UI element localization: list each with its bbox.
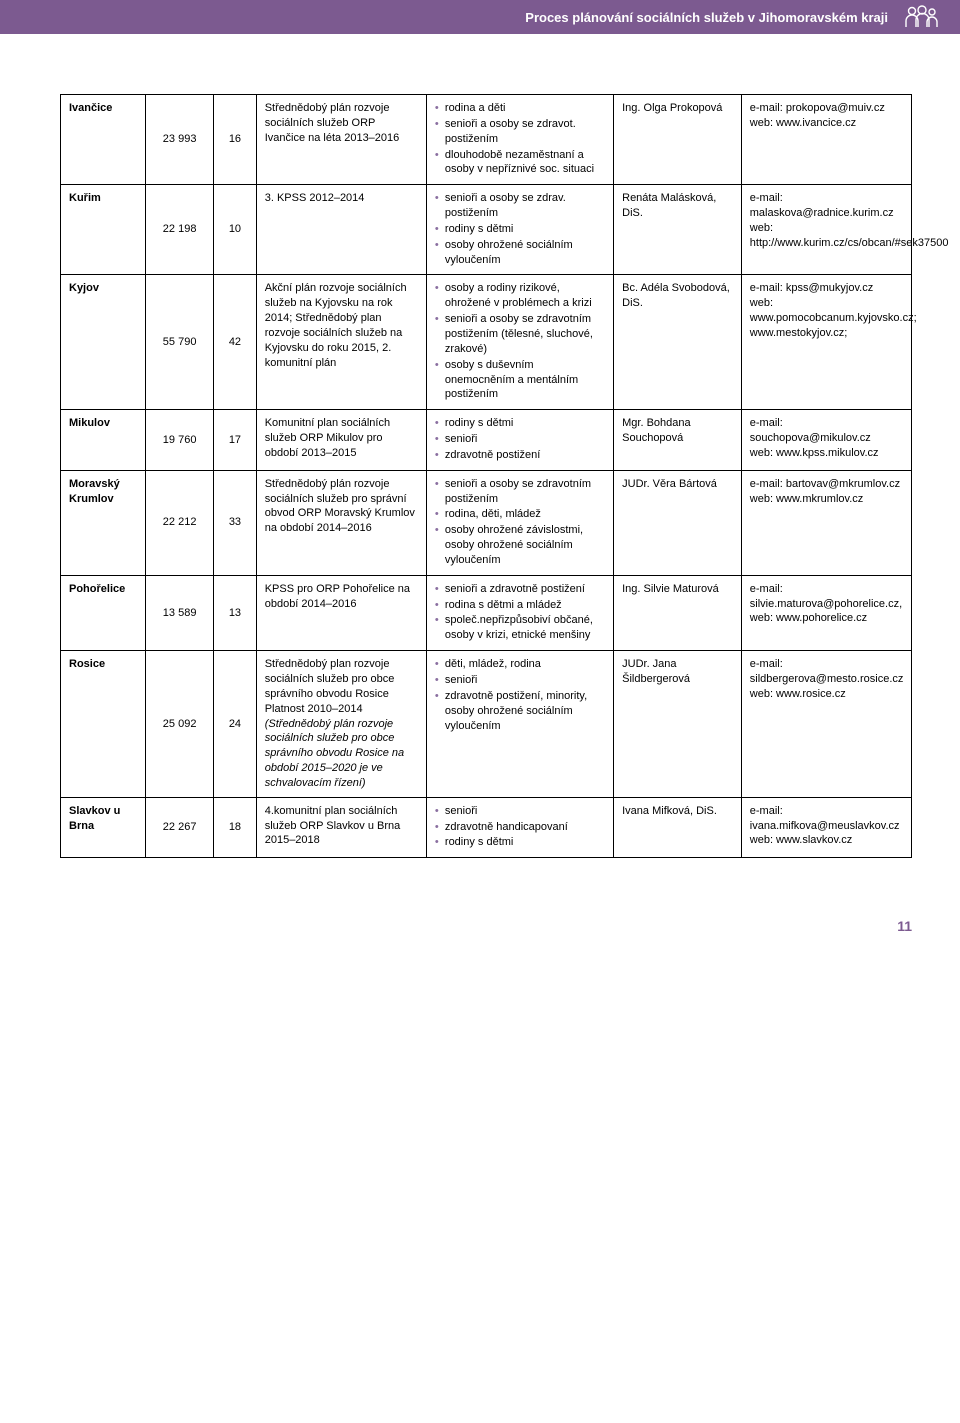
target-item: senioři	[435, 673, 605, 688]
table-row: Kyjov55 79042Akční plán rozvoje sociální…	[61, 275, 912, 410]
target-item: zdravotně postižení	[435, 448, 605, 463]
city-cell: Kyjov	[61, 275, 146, 410]
person-cell: JUDr. Jana Šildbergerová	[614, 651, 742, 798]
population-cell: 55 790	[146, 275, 214, 410]
services-table: Ivančice23 99316Střednědobý plán rozvoje…	[60, 94, 912, 858]
count-cell: 33	[214, 470, 257, 575]
person-cell: Bc. Adéla Svobodová, DiS.	[614, 275, 742, 410]
population-cell: 22 267	[146, 797, 214, 858]
person-cell: Ing. Olga Prokopová	[614, 95, 742, 185]
target-item: osoby ohrožené sociálním vyloučením	[435, 238, 605, 268]
city-cell: Mikulov	[61, 410, 146, 471]
target-item: dlouhodobě nezaměstnaní a osoby v nepříz…	[435, 148, 605, 178]
plan-cell: KPSS pro ORP Pohořelice na období 2014–2…	[256, 575, 426, 650]
contact-cell: e-mail: souchopova@mikulov.czweb: www.kp…	[741, 410, 911, 471]
header-title: Proces plánování sociálních služeb v Jih…	[525, 10, 888, 25]
target-item: rodiny s dětmi	[435, 835, 605, 850]
city-cell: Rosice	[61, 651, 146, 798]
target-item: senioři a osoby se zdravotním postižením…	[435, 312, 605, 357]
city-cell: Kuřim	[61, 185, 146, 275]
targets-cell: rodiny s dětmiseniořizdravotně postižení	[426, 410, 613, 471]
population-cell: 25 092	[146, 651, 214, 798]
table-row: Pohořelice13 58913KPSS pro ORP Pohořelic…	[61, 575, 912, 650]
target-item: senioři a osoby se zdravot. postižením	[435, 117, 605, 147]
target-item: rodiny s dětmi	[435, 222, 605, 237]
plan-cell: 3. KPSS 2012–2014	[256, 185, 426, 275]
contact-cell: e-mail: bartovav@mkrumlov.czweb: www.mkr…	[741, 470, 911, 575]
city-cell: Slavkov u Brna	[61, 797, 146, 858]
count-cell: 18	[214, 797, 257, 858]
target-item: rodina a děti	[435, 101, 605, 116]
plan-cell: Střednědobý plán rozvoje sociálních služ…	[256, 470, 426, 575]
page-number: 11	[60, 918, 912, 934]
target-item: senioři a zdravotně postižení	[435, 582, 605, 597]
plan-cell: Střednědobý plan rozvoje sociálních služ…	[256, 651, 426, 798]
target-item: děti, mládež, rodina	[435, 657, 605, 672]
table-row: Kuřim22 198103. KPSS 2012–2014senioři a …	[61, 185, 912, 275]
city-cell: Pohořelice	[61, 575, 146, 650]
city-cell: Ivančice	[61, 95, 146, 185]
population-cell: 22 198	[146, 185, 214, 275]
target-item: společ.nepřizpůsobiví občané, osoby v kr…	[435, 613, 605, 643]
target-item: senioři	[435, 804, 605, 819]
person-cell: Ing. Silvie Maturová	[614, 575, 742, 650]
page-body: Ivančice23 99316Střednědobý plán rozvoje…	[0, 34, 960, 974]
city-cell: Moravský Krumlov	[61, 470, 146, 575]
targets-cell: osoby a rodiny rizikové, ohrožené v prob…	[426, 275, 613, 410]
plan-cell: 4.komunitní plan sociálních služeb ORP S…	[256, 797, 426, 858]
table-row: Rosice25 09224Střednědobý plan rozvoje s…	[61, 651, 912, 798]
plan-cell: Střednědobý plán rozvoje sociálních služ…	[256, 95, 426, 185]
contact-cell: e-mail: sildbergerova@mesto.rosice.czweb…	[741, 651, 911, 798]
people-icon	[900, 3, 940, 32]
population-cell: 22 212	[146, 470, 214, 575]
count-cell: 24	[214, 651, 257, 798]
target-item: rodina, děti, mládež	[435, 507, 605, 522]
table-row: Moravský Krumlov22 21233Střednědobý plán…	[61, 470, 912, 575]
contact-cell: e-mail: ivana.mifkova@meuslavkov.czweb: …	[741, 797, 911, 858]
population-cell: 23 993	[146, 95, 214, 185]
plan-cell: Akční plán rozvoje sociálních služeb na …	[256, 275, 426, 410]
targets-cell: seniořizdravotně handicapovanírodiny s d…	[426, 797, 613, 858]
table-row: Mikulov19 76017Komunitní plan sociálních…	[61, 410, 912, 471]
contact-cell: e-mail: silvie.maturova@pohorelice.cz,we…	[741, 575, 911, 650]
targets-cell: děti, mládež, rodinaseniořizdravotně pos…	[426, 651, 613, 798]
targets-cell: senioři a osoby se zdrav. postiženímrodi…	[426, 185, 613, 275]
targets-cell: senioři a osoby se zdravotním postižením…	[426, 470, 613, 575]
table-row: Slavkov u Brna22 267184.komunitní plan s…	[61, 797, 912, 858]
table-row: Ivančice23 99316Střednědobý plán rozvoje…	[61, 95, 912, 185]
target-item: rodiny s dětmi	[435, 416, 605, 431]
person-cell: Ivana Mifková, DiS.	[614, 797, 742, 858]
population-cell: 19 760	[146, 410, 214, 471]
contact-cell: e-mail: kpss@mukyjov.czweb: www.pomocobc…	[741, 275, 911, 410]
target-item: zdravotně handicapovaní	[435, 820, 605, 835]
header-band: Proces plánování sociálních služeb v Jih…	[0, 0, 960, 34]
person-cell: JUDr. Věra Bártová	[614, 470, 742, 575]
person-cell: Renáta Malásková, DiS.	[614, 185, 742, 275]
target-item: zdravotně postižení, minority, osoby ohr…	[435, 689, 605, 734]
targets-cell: rodina a dětisenioři a osoby se zdravot.…	[426, 95, 613, 185]
count-cell: 10	[214, 185, 257, 275]
contact-cell: e-mail: malaskova@radnice.kurim.czweb: h…	[741, 185, 911, 275]
target-item: osoby s duševním onemocněním a mentálním…	[435, 358, 605, 403]
target-item: osoby a rodiny rizikové, ohrožené v prob…	[435, 281, 605, 311]
target-item: senioři a osoby se zdravotním postižením	[435, 477, 605, 507]
target-item: senioři	[435, 432, 605, 447]
population-cell: 13 589	[146, 575, 214, 650]
count-cell: 16	[214, 95, 257, 185]
count-cell: 13	[214, 575, 257, 650]
count-cell: 17	[214, 410, 257, 471]
targets-cell: senioři a zdravotně postiženírodina s dě…	[426, 575, 613, 650]
contact-cell: e-mail: prokopova@muiv.czweb: www.ivanci…	[741, 95, 911, 185]
plan-cell: Komunitní plan sociálních služeb ORP Mik…	[256, 410, 426, 471]
target-item: senioři a osoby se zdrav. postižením	[435, 191, 605, 221]
person-cell: Mgr. Bohdana Souchopová	[614, 410, 742, 471]
target-item: rodina s dětmi a mládež	[435, 598, 605, 613]
target-item: osoby ohrožené závislostmi, osoby ohrože…	[435, 523, 605, 568]
count-cell: 42	[214, 275, 257, 410]
